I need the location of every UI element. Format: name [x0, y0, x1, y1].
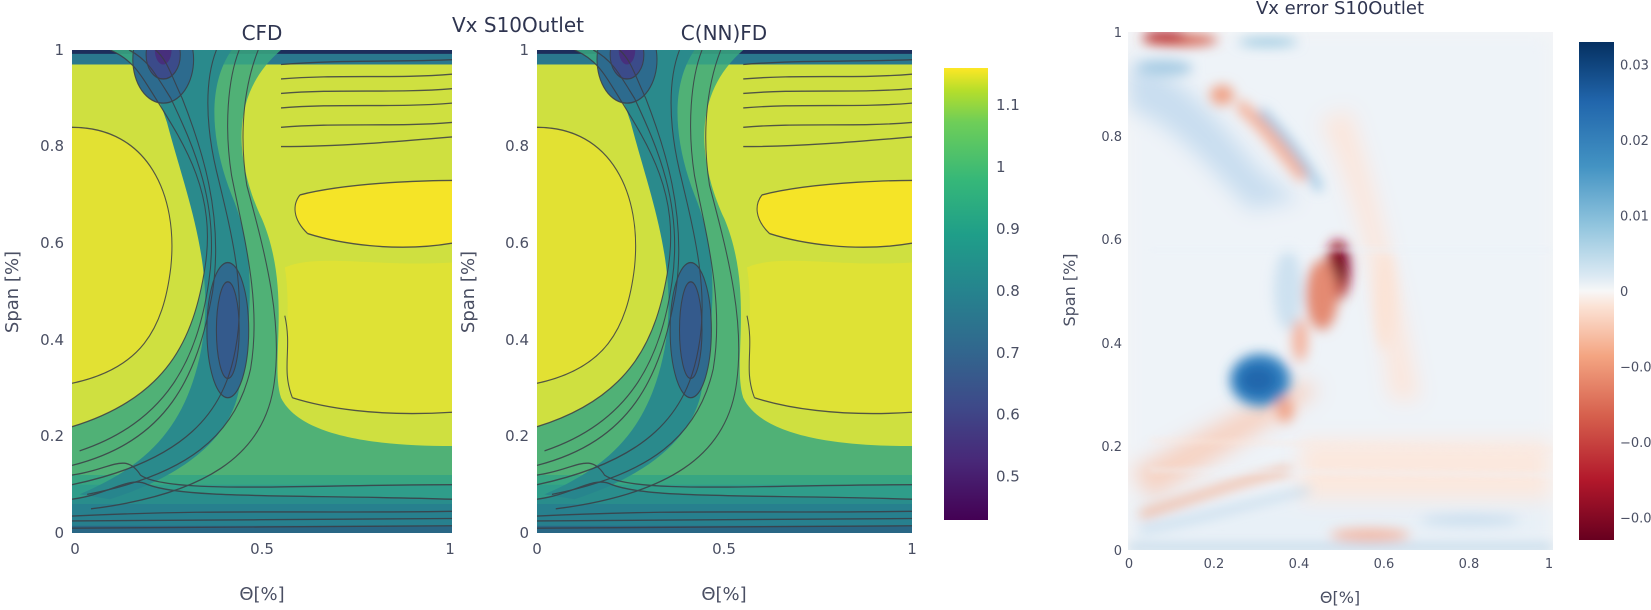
panel-title: C(NN)FD — [681, 21, 767, 45]
y-ticks-error: 0 0.2 0.4 0.6 0.8 1 — [1101, 26, 1122, 559]
colorbar-viridis: 0.5 0.6 0.7 0.8 0.9 1 1.1 — [944, 68, 1020, 520]
y-tick: 0.4 — [40, 331, 64, 349]
y-tick: 0.4 — [1101, 337, 1122, 352]
colorbar-ticks: 0.5 0.6 0.7 0.8 0.9 1 1.1 — [996, 96, 1020, 486]
y-tick: 0.6 — [40, 234, 64, 252]
colorbar-tick: 0.6 — [996, 406, 1020, 424]
y-tick: 0 — [519, 524, 529, 542]
y-tick: 1 — [519, 41, 529, 59]
colorbar-tick: 0.5 — [996, 468, 1020, 486]
panel-cnnfd: C(NN)FD 0 0.2 0.4 0.6 0.8 1 0 0.5 1 Θ[%]… — [458, 21, 917, 605]
y-tick: 0.2 — [40, 427, 64, 445]
panel-title: CFD — [242, 21, 283, 45]
y-tick: 0.8 — [1101, 130, 1122, 145]
y-ticks-cnnfd: 0 0.2 0.4 0.6 0.8 1 — [505, 41, 529, 542]
y-axis-label: Span [%] — [458, 251, 479, 333]
y-ticks-cfd: 0 0.2 0.4 0.6 0.8 1 — [40, 41, 64, 542]
colorbar-tick: −0.03 — [1620, 511, 1651, 526]
colorbar-gradient — [1579, 42, 1614, 540]
x-tick: 0 — [70, 540, 80, 558]
colorbar-tick: 0.8 — [996, 282, 1020, 300]
colorbar-tick: 0.02 — [1620, 134, 1649, 149]
x-axis-label: Θ[%] — [239, 584, 284, 605]
colorbar-tick: 0.01 — [1620, 210, 1649, 225]
x-ticks-cfd: 0 0.5 1 — [70, 540, 455, 558]
y-axis-label: Span [%] — [1060, 253, 1079, 326]
colorbar-tick: −0.01 — [1620, 360, 1651, 375]
y-tick: 0.2 — [1101, 440, 1122, 455]
x-tick: 1 — [445, 540, 455, 558]
colorbar-tick: −0.02 — [1620, 436, 1651, 451]
y-axis-label: Span [%] — [2, 251, 23, 333]
figure-title: Vx S10Outlet — [452, 13, 584, 37]
x-tick: 0.5 — [250, 540, 274, 558]
colorbar-tick: 1.1 — [996, 96, 1020, 114]
colorbar-rdbu: −0.03 −0.02 −0.01 0 0.01 0.02 0.03 — [1579, 42, 1651, 540]
x-tick: 0.2 — [1204, 557, 1225, 572]
y-tick: 0.6 — [1101, 233, 1122, 248]
colorbar-tick: 0.9 — [996, 220, 1020, 238]
x-axis-label: Θ[%] — [701, 584, 746, 605]
panel-error: Vx error S10Outlet — [1060, 0, 1553, 607]
x-ticks-cnnfd: 0 0.5 1 — [532, 540, 917, 558]
y-tick: 0 — [54, 524, 64, 542]
x-tick: 1 — [907, 540, 917, 558]
y-tick: 1 — [1114, 26, 1122, 41]
panel-cfd: CFD 0 0.2 0.4 0.6 0.8 1 0 0.5 1 Θ[%] Spa… — [2, 21, 455, 605]
heatmap-cfd — [72, 50, 452, 533]
x-axis-label: Θ[%] — [1320, 588, 1360, 607]
panel-title: Vx error S10Outlet — [1256, 0, 1424, 19]
colorbar-tick: 1 — [996, 158, 1006, 176]
colorbar-tick: 0.7 — [996, 344, 1020, 362]
x-tick: 0 — [1125, 557, 1133, 572]
x-tick: 0.8 — [1459, 557, 1480, 572]
x-tick: 0.5 — [712, 540, 736, 558]
colorbar-tick: 0 — [1620, 285, 1628, 300]
y-tick: 0 — [1114, 544, 1122, 559]
heatmap-cnnfd — [537, 50, 912, 533]
x-tick: 1 — [1545, 557, 1553, 572]
x-tick: 0.6 — [1374, 557, 1395, 572]
y-tick: 0.6 — [505, 234, 529, 252]
y-tick: 0.2 — [505, 427, 529, 445]
colorbar-tick: 0.03 — [1620, 59, 1649, 74]
x-ticks-error: 0 0.2 0.4 0.6 0.8 1 — [1125, 557, 1553, 572]
x-tick: 0 — [532, 540, 542, 558]
y-tick: 0.8 — [40, 137, 64, 155]
x-tick: 0.4 — [1289, 557, 1310, 572]
colorbar-gradient — [944, 68, 988, 520]
y-tick: 0.4 — [505, 331, 529, 349]
y-tick: 0.8 — [505, 137, 529, 155]
heatmap-error — [1128, 32, 1553, 550]
colorbar-ticks: −0.03 −0.02 −0.01 0 0.01 0.02 0.03 — [1620, 59, 1651, 527]
y-tick: 1 — [54, 41, 64, 59]
